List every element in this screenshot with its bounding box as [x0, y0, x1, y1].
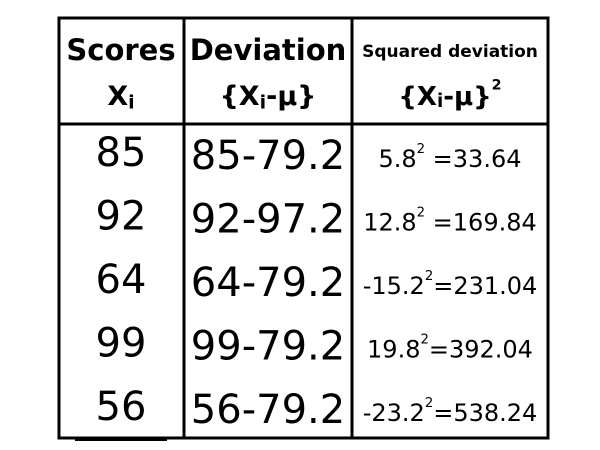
- cell-text: 92: [96, 194, 147, 240]
- cell-text: 85-79.2: [191, 133, 345, 179]
- formula-part: -μ}: [266, 81, 316, 112]
- formula-sup: 2: [420, 333, 428, 348]
- cell-text: 64: [96, 257, 147, 303]
- cell-text: 56-79.2: [191, 387, 345, 433]
- formula-part: =392.04: [429, 336, 533, 364]
- cell-text: Deviation: [190, 33, 347, 67]
- formula-part: =538.24: [433, 399, 537, 427]
- formula-sub: i: [437, 91, 443, 112]
- formula-part: -μ}: [443, 82, 491, 112]
- formula-part: =33.64: [425, 145, 521, 173]
- cell-text: 85: [96, 130, 147, 176]
- formula-sub: i: [260, 91, 266, 113]
- formula-part: X: [107, 81, 128, 112]
- formula-part: =169.84: [425, 209, 537, 237]
- formula: {Xi-μ}: [220, 81, 317, 113]
- formula: 12.82 =169.84: [363, 206, 537, 237]
- table-border: [57, 16, 550, 440]
- cell-text: Squared deviation: [362, 42, 538, 62]
- formula: {Xi-μ}2: [398, 77, 501, 112]
- formula: -15.22=231.04: [363, 269, 538, 300]
- formula: 19.82=392.04: [367, 333, 533, 364]
- formula-part: {X: [398, 82, 437, 112]
- formula: 5.82 =33.64: [378, 142, 521, 173]
- formula-part: {X: [220, 81, 260, 112]
- formula-part: -23.2: [363, 399, 425, 427]
- formula-sup: 2: [425, 396, 433, 411]
- cell-text: 99: [96, 321, 147, 367]
- cell-text: 56: [96, 384, 147, 430]
- formula-part: 19.8: [367, 336, 420, 364]
- formula-sup: 2: [492, 77, 502, 93]
- formula-sup: 2: [417, 206, 425, 221]
- cell-text: 99-79.2: [191, 324, 345, 370]
- formula-part: -15.2: [363, 272, 425, 300]
- formula-sup: 2: [417, 142, 425, 157]
- cell-text: 92-97.2: [191, 197, 345, 243]
- formula-sub: i: [128, 91, 134, 113]
- formula-part: =231.04: [433, 272, 537, 300]
- formula: -23.22=538.24: [363, 396, 538, 427]
- formula-part: 12.8: [363, 209, 416, 237]
- formula-sup: 2: [425, 269, 433, 284]
- cell-text: 64-79.2: [191, 260, 345, 306]
- formula-part: 5.8: [378, 145, 416, 173]
- formula: Xi: [107, 81, 134, 113]
- cell-text: Scores: [66, 33, 175, 67]
